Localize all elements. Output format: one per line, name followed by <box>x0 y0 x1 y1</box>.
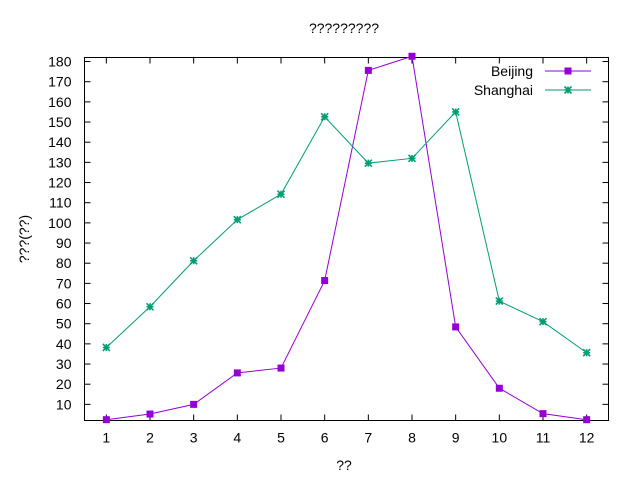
x-tick-label: 2 <box>146 430 154 446</box>
y-tick-label: 130 <box>48 154 72 170</box>
x-tick-label: 9 <box>452 430 460 446</box>
data-point-shanghai <box>189 256 198 265</box>
data-point-beijing <box>364 66 372 74</box>
y-tick-label: 10 <box>56 396 72 412</box>
data-point-beijing <box>408 52 416 60</box>
x-tick-label: 12 <box>579 430 595 446</box>
y-axis: 10 20 30 40 50 60 70 80 90 100 110 120 130 140 150 160 1… <box>48 54 609 412</box>
x-tick-label: 7 <box>364 430 372 446</box>
legend: Beijing Shanghai <box>474 63 591 98</box>
data-point-shanghai <box>276 190 286 199</box>
data-point-shanghai <box>102 343 111 352</box>
y-tick-label: 90 <box>56 235 72 251</box>
data-point-beijing <box>233 369 241 377</box>
x-tick-label: 3 <box>190 430 198 446</box>
data-point-beijing <box>146 410 154 418</box>
data-point-beijing <box>190 400 198 408</box>
legend-marker-shanghai <box>563 85 573 95</box>
legend-label-beijing: Beijing <box>491 63 533 79</box>
y-tick-label: 50 <box>56 316 72 332</box>
y-tick-label: 160 <box>48 94 72 110</box>
data-point-shanghai <box>451 107 460 117</box>
data-point-beijing <box>321 277 329 285</box>
series-line-beijing <box>106 55 587 421</box>
y-tick-label: 30 <box>56 356 72 372</box>
data-point-shanghai <box>582 348 591 357</box>
data-point-beijing <box>583 416 591 424</box>
y-tick-label: 80 <box>56 255 72 271</box>
series-line-shanghai <box>105 110 587 354</box>
y-tick-label: 100 <box>48 215 72 231</box>
data-point-shanghai <box>364 159 373 168</box>
y-tick-label: 170 <box>48 74 72 90</box>
plot-frame <box>84 57 609 421</box>
legend-marker-beijing <box>564 67 572 75</box>
y-tick-label: 110 <box>49 195 72 211</box>
data-point-shanghai <box>495 297 504 306</box>
x-tick-label: 1 <box>102 430 110 446</box>
data-point-shanghai <box>233 215 242 224</box>
y-tick-label: 70 <box>56 275 72 291</box>
y-tick-label: 20 <box>56 376 72 392</box>
data-point-beijing <box>539 410 547 418</box>
x-tick-label: 6 <box>321 430 329 446</box>
y-tick-label: 120 <box>48 175 72 191</box>
y-tick-label: 60 <box>56 296 72 312</box>
x-tick-label: 10 <box>492 430 508 446</box>
x-axis-label: ?? <box>336 457 352 473</box>
data-point-shanghai <box>538 317 548 326</box>
x-tick-label: 5 <box>277 430 285 446</box>
data-point-shanghai <box>145 302 155 311</box>
y-tick-label: 40 <box>56 336 72 352</box>
y-axis-label: ???(??) <box>16 215 32 263</box>
data-point-beijing <box>102 416 110 424</box>
data-point-beijing <box>277 364 285 372</box>
y-tick-label: 180 <box>48 54 72 70</box>
data-point-shanghai <box>407 154 417 163</box>
x-axis: 1 2 3 4 5 6 7 8 9 10 11 12 <box>102 57 595 446</box>
series-layer <box>102 52 591 424</box>
data-point-shanghai <box>320 112 329 121</box>
y-tick-label: 140 <box>48 134 72 150</box>
x-tick-label: 11 <box>536 430 551 446</box>
data-point-beijing <box>452 323 460 331</box>
x-tick-label: 8 <box>408 430 416 446</box>
data-point-beijing <box>495 384 503 392</box>
x-tick-label: 4 <box>233 430 241 446</box>
y-tick-label: 150 <box>48 114 72 130</box>
chart-title: ????????? <box>309 20 379 36</box>
legend-label-shanghai: Shanghai <box>474 82 533 98</box>
